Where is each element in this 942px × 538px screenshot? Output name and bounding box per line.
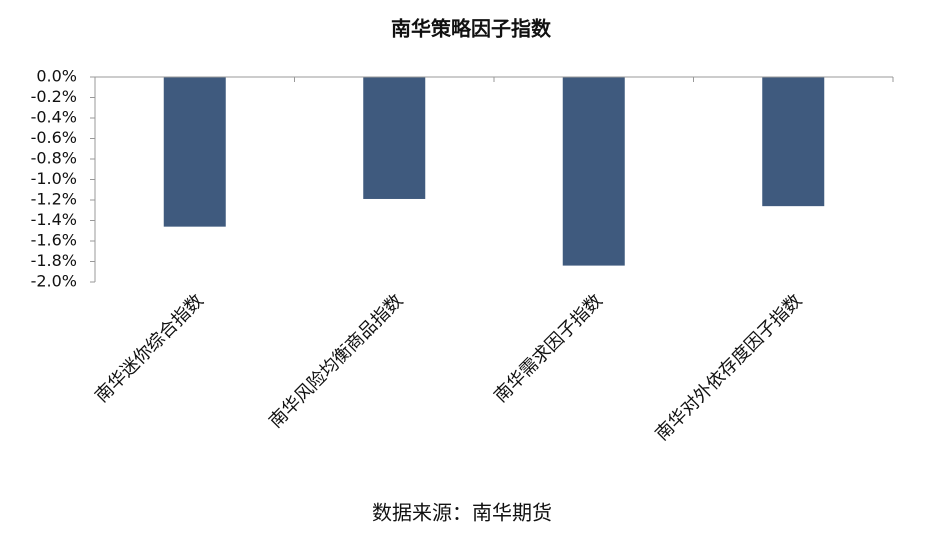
x-tick-label: 南华风险均衡商品指数 [265, 290, 407, 432]
y-tick-label: -0.2% [31, 87, 77, 106]
chart-title: 南华策略因子指数 [391, 17, 552, 41]
y-tick-label: -0.6% [31, 128, 77, 147]
bar [562, 77, 625, 266]
x-tick-label: 南华需求因子指数 [490, 290, 607, 407]
x-tick-label: 南华迷你综合指数 [91, 290, 208, 407]
y-tick-label: -0.4% [31, 108, 77, 127]
y-tick-label: -1.4% [31, 210, 77, 229]
bar [762, 77, 825, 207]
bar [363, 77, 426, 199]
y-tick-label: -1.6% [31, 231, 77, 250]
y-tick-label: -1.0% [31, 169, 77, 188]
x-tick-label: 南华对外依存度因子指数 [651, 290, 806, 445]
bar [163, 77, 226, 227]
y-tick-label: -1.8% [31, 251, 77, 270]
source-note: 数据来源：南华期货 [372, 501, 552, 525]
y-tick-label: -1.2% [31, 190, 77, 209]
y-tick-label: 0.0% [36, 67, 77, 86]
y-tick-label: -2.0% [31, 272, 77, 291]
y-tick-label: -0.8% [31, 149, 77, 168]
